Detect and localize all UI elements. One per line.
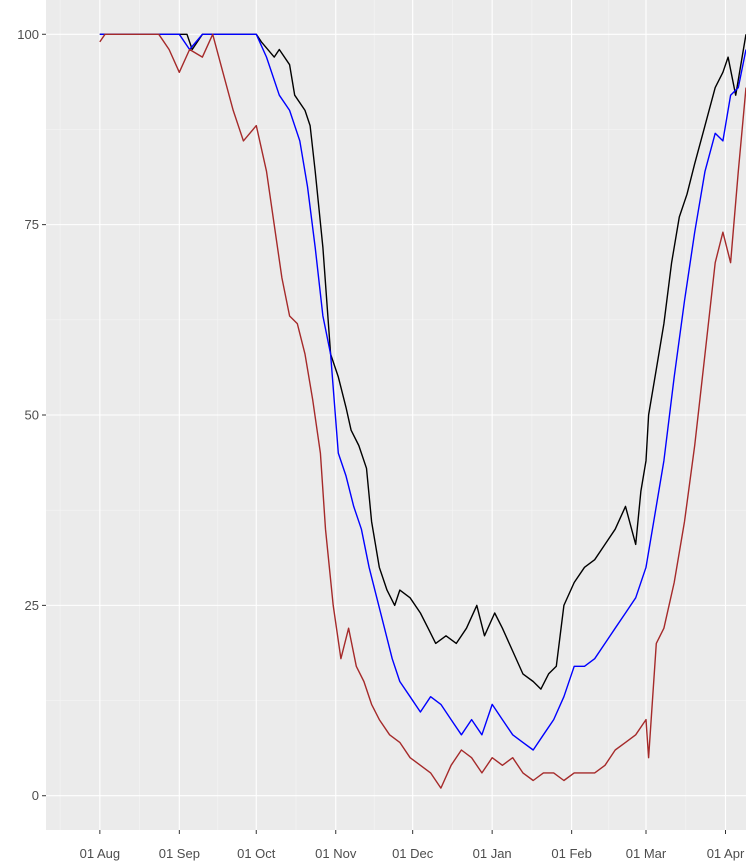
y-tick-label: 0: [32, 788, 39, 803]
x-tick-label: 01 Oct: [237, 846, 276, 861]
series-layer: [99, 33, 746, 789]
series-line-1: [99, 33, 746, 690]
series-line-2: [99, 33, 746, 751]
y-tick-label: 50: [25, 408, 39, 423]
x-tick-label: 01 Aug: [80, 846, 121, 861]
x-tick-label: 01 Apr: [707, 846, 745, 861]
y-axis: 0 25 50 75 100: [17, 27, 46, 803]
major-grid: [46, 0, 746, 830]
series-line-3: [99, 33, 746, 789]
y-tick-label: 25: [25, 598, 39, 613]
x-tick-label: 01 Feb: [551, 846, 591, 861]
x-tick-label: 01 Sep: [159, 846, 200, 861]
y-tick-label: 100: [17, 27, 39, 42]
x-tick-label: 01 Nov: [315, 846, 357, 861]
x-tick-label: 01 Dec: [392, 846, 434, 861]
x-tick-label: 01 Jan: [473, 846, 512, 861]
x-axis: 01 Aug 01 Sep 01 Oct 01 Nov 01 Dec 01 Jan 01 F…: [80, 830, 745, 861]
y-tick-label: 75: [25, 217, 39, 232]
x-tick-label: 01 Mar: [626, 846, 667, 861]
